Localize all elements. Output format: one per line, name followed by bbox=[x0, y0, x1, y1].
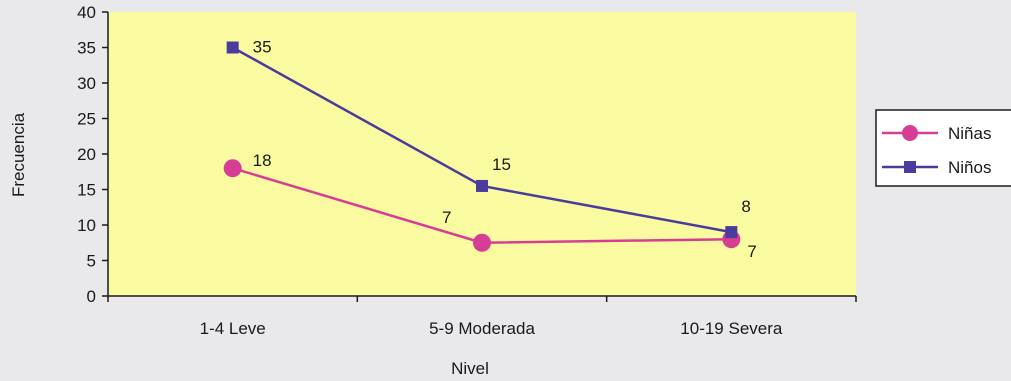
data-point-marker bbox=[473, 233, 491, 252]
data-label: 18 bbox=[253, 151, 272, 170]
legend: Niñas Niños bbox=[875, 109, 1011, 187]
plot-area bbox=[108, 12, 856, 296]
x-tick-label: 10-19 Severa bbox=[680, 319, 783, 338]
y-tick-label: 20 bbox=[77, 145, 96, 164]
y-tick-label: 5 bbox=[87, 252, 96, 271]
y-tick-label: 15 bbox=[77, 181, 96, 200]
series-markers bbox=[223, 41, 741, 252]
data-labels: 18 7 7 35 15 8 bbox=[253, 38, 757, 262]
data-label: 35 bbox=[253, 38, 272, 57]
y-tick-label: 35 bbox=[77, 39, 96, 58]
data-label: 8 bbox=[741, 197, 750, 216]
y-axis-title: Frecuencia bbox=[9, 112, 28, 197]
axes: 0 5 10 15 20 25 30 35 40 1-4 Leve 5-9 Moderada 10-1… bbox=[77, 3, 857, 338]
y-tick-label: 25 bbox=[77, 110, 96, 129]
legend-label: Niñas bbox=[948, 124, 991, 143]
data-label: 7 bbox=[442, 208, 451, 227]
data-point-marker bbox=[223, 159, 242, 178]
y-tick-label: 30 bbox=[77, 74, 96, 93]
legend-label: Niños bbox=[948, 158, 991, 177]
x-tick-label: 1-4 Leve bbox=[200, 319, 266, 338]
y-tick-label: 40 bbox=[77, 3, 96, 22]
y-tick-label: 10 bbox=[77, 216, 96, 235]
data-point-marker bbox=[725, 226, 738, 239]
x-tick-label: 5-9 Moderada bbox=[429, 319, 535, 338]
x-axis-title: Nivel bbox=[451, 359, 489, 378]
legend-box bbox=[875, 109, 1011, 187]
legend-marker bbox=[904, 161, 916, 173]
legend-marker bbox=[902, 125, 918, 141]
y-tick-label: 0 bbox=[87, 287, 96, 306]
data-point-marker bbox=[226, 41, 239, 54]
data-point-marker bbox=[476, 179, 488, 192]
data-label: 15 bbox=[492, 155, 511, 174]
data-label: 7 bbox=[747, 242, 756, 261]
